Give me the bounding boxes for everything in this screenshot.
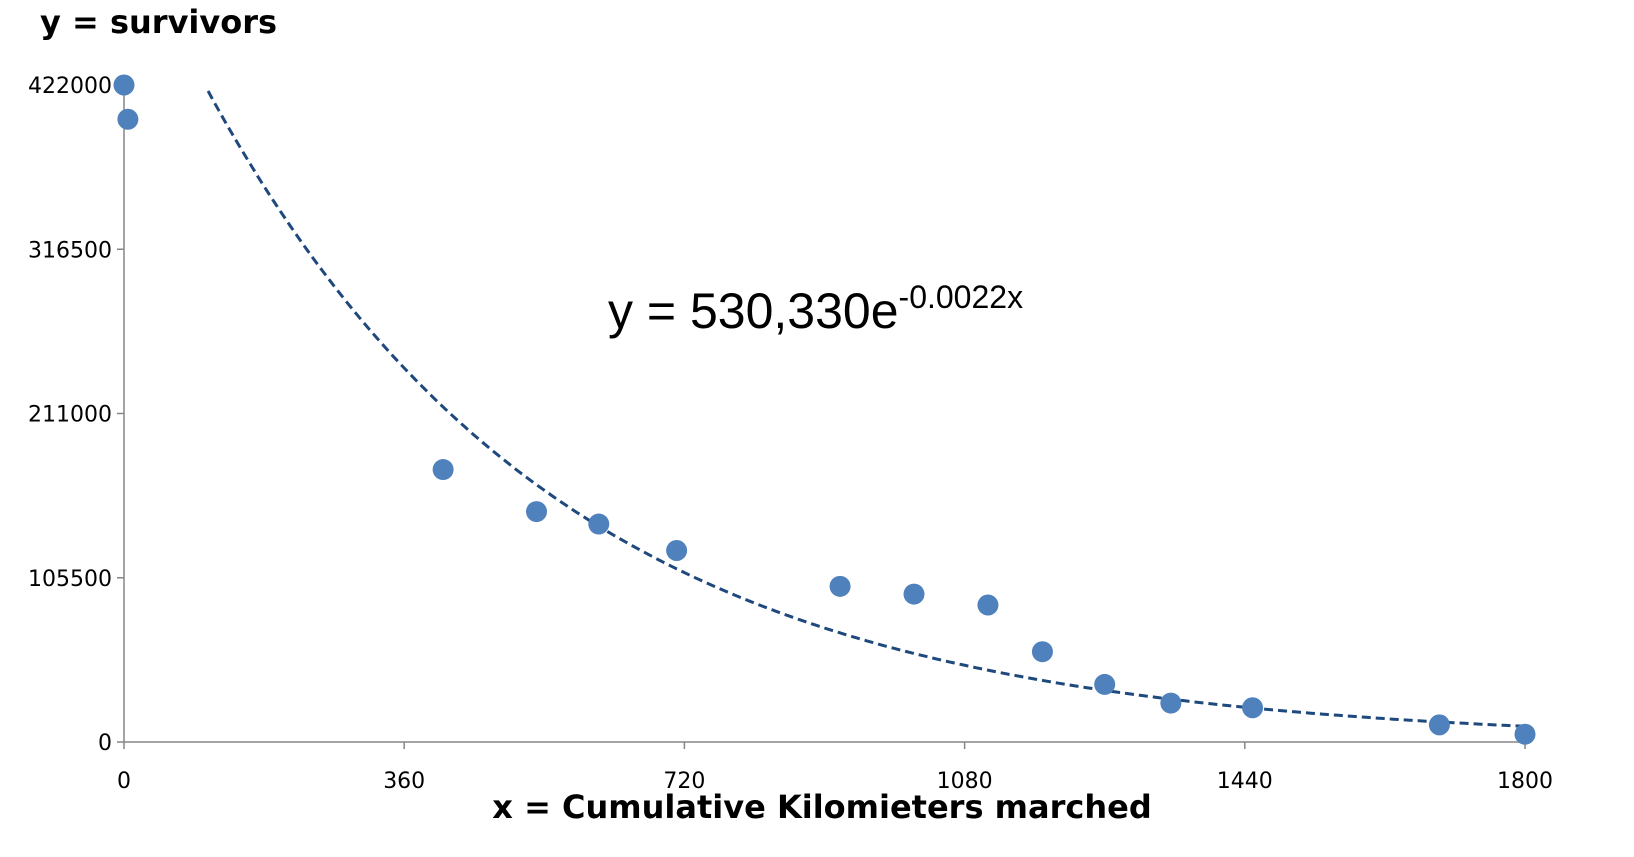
data-point	[1242, 697, 1264, 719]
equation-exponent: -0.0022x	[899, 279, 1024, 315]
data-point	[588, 513, 610, 535]
y-ticks: 0 105500 211000 316500 422000	[28, 74, 124, 756]
x-axis-title: x = Cumulative Kilomieters marched	[492, 788, 1151, 826]
y-tick-label: 316500	[28, 238, 112, 263]
y-tick-label: 0	[98, 731, 112, 756]
data-point	[117, 108, 139, 130]
data-point	[1160, 692, 1182, 714]
x-tick-label: 0	[117, 769, 131, 794]
x-tick-label: 720	[663, 769, 705, 794]
data-point	[1514, 723, 1536, 745]
y-axis-title: y = survivors	[40, 3, 277, 41]
data-point	[666, 540, 688, 562]
data-point	[1031, 641, 1053, 663]
axes	[123, 86, 1525, 743]
data-point	[432, 459, 454, 481]
data-points	[113, 74, 1536, 745]
x-tick-label: 1440	[1217, 769, 1273, 794]
equation-main: y = 530,330e	[608, 283, 899, 339]
data-point	[903, 583, 925, 605]
data-point	[1428, 714, 1450, 736]
x-tick-label: 360	[383, 769, 425, 794]
data-point	[526, 501, 548, 523]
data-point	[1094, 673, 1116, 695]
y-tick-label: 422000	[28, 74, 112, 99]
trendline	[206, 90, 1526, 728]
trendline-equation: y = 530,330e-0.0022x	[608, 279, 1023, 339]
x-tick-label: 1080	[937, 769, 993, 794]
data-point	[829, 575, 851, 597]
data-point	[977, 594, 999, 616]
y-tick-label: 211000	[28, 403, 112, 428]
x-tick-label: 1800	[1497, 769, 1553, 794]
data-point	[113, 74, 135, 96]
y-tick-label: 105500	[28, 567, 112, 592]
x-ticks: 0 360 720 1080 1440 1800	[117, 742, 1553, 794]
